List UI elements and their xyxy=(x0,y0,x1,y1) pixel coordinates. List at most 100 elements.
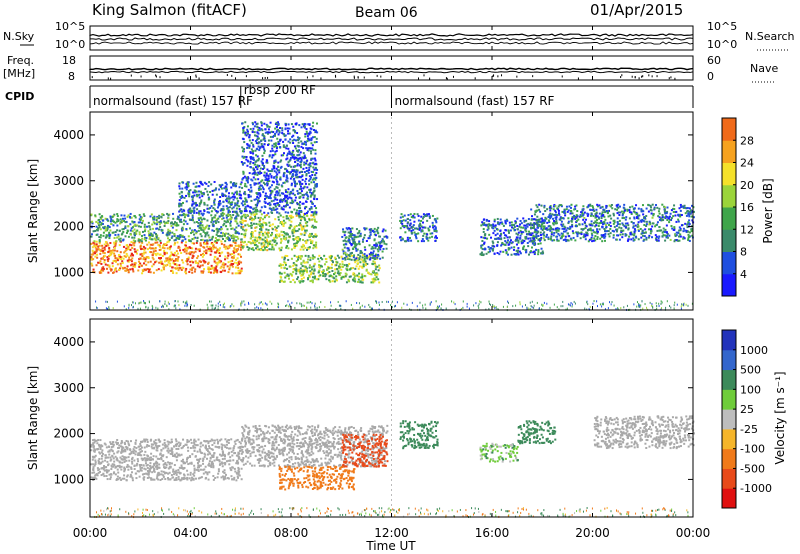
power-point xyxy=(679,227,682,230)
power-point xyxy=(593,209,596,212)
power-point xyxy=(492,232,495,235)
power-point xyxy=(368,235,371,238)
power-point xyxy=(289,224,292,227)
freq-dot xyxy=(516,75,518,78)
power-point xyxy=(144,269,147,272)
power-point xyxy=(652,213,655,216)
power-point xyxy=(380,241,383,244)
power-point xyxy=(248,139,251,142)
power-point xyxy=(106,227,109,230)
power-point xyxy=(623,203,626,206)
power-point xyxy=(246,246,249,249)
power-point xyxy=(255,210,258,213)
power-point xyxy=(621,233,624,236)
power-point xyxy=(595,214,598,217)
power-point xyxy=(152,243,155,246)
power-point xyxy=(626,239,629,242)
power-point xyxy=(399,236,402,239)
power-point xyxy=(372,270,375,273)
power-point xyxy=(199,222,202,225)
power-point xyxy=(285,194,288,197)
power-point xyxy=(550,207,553,210)
power-point xyxy=(357,278,360,281)
power-point xyxy=(291,202,294,205)
power-point xyxy=(527,253,530,256)
power-point xyxy=(282,219,285,222)
power-point xyxy=(219,209,222,212)
power-point xyxy=(516,224,519,227)
power-point xyxy=(238,186,241,189)
power-point xyxy=(302,272,305,275)
power-point xyxy=(187,192,190,195)
power-point xyxy=(543,206,546,209)
power-point xyxy=(240,255,243,258)
power-point xyxy=(678,226,681,229)
power-point xyxy=(219,252,222,255)
power-point xyxy=(109,216,112,219)
power-point xyxy=(286,157,289,160)
power-point xyxy=(170,221,173,224)
power-point xyxy=(150,232,153,235)
power-point xyxy=(535,233,538,236)
power-point xyxy=(200,192,203,195)
power-point xyxy=(142,213,145,216)
power-point xyxy=(644,228,647,231)
power-point xyxy=(337,267,340,270)
power-point xyxy=(586,229,589,232)
power-point xyxy=(199,182,202,185)
power-point xyxy=(316,131,319,134)
power-point xyxy=(268,125,271,128)
power-point xyxy=(303,207,306,210)
power-point xyxy=(176,252,179,255)
power-point xyxy=(249,128,252,131)
power-point xyxy=(221,209,224,212)
power-point xyxy=(206,239,209,242)
power-point xyxy=(244,232,247,235)
power-point xyxy=(509,229,512,232)
power-point xyxy=(310,142,313,145)
power-point xyxy=(331,280,334,283)
power-point xyxy=(153,216,156,219)
power-point xyxy=(274,239,277,242)
power-point xyxy=(305,174,308,177)
power-point xyxy=(207,227,210,230)
power-point xyxy=(226,207,229,210)
power-point xyxy=(363,260,366,263)
power-point xyxy=(97,227,100,230)
power-point xyxy=(197,222,200,225)
power-point xyxy=(228,234,231,237)
power-point xyxy=(246,214,249,217)
power-point xyxy=(553,213,556,216)
power-point xyxy=(605,204,608,207)
power-point xyxy=(253,170,256,173)
power-point xyxy=(311,201,314,204)
power-point xyxy=(542,225,545,228)
power-point xyxy=(192,255,195,258)
power-point xyxy=(688,231,691,234)
power-point xyxy=(383,240,386,243)
power-point xyxy=(237,237,240,240)
power-point xyxy=(98,226,101,229)
power-point xyxy=(311,125,314,128)
power-point xyxy=(537,242,540,245)
power-point xyxy=(174,221,177,224)
power-point xyxy=(111,251,114,254)
power-point xyxy=(615,238,618,241)
power-point xyxy=(370,247,373,250)
power-point xyxy=(200,239,203,242)
power-point xyxy=(139,221,142,224)
power-point xyxy=(361,266,364,269)
power-point xyxy=(257,193,260,196)
power-point xyxy=(210,221,213,224)
power-point xyxy=(200,212,203,215)
power-point xyxy=(315,243,318,246)
power-point xyxy=(133,263,136,266)
power-point xyxy=(338,274,341,277)
power-point xyxy=(292,129,295,132)
power-point xyxy=(288,152,291,155)
power-point xyxy=(193,202,196,205)
power-point xyxy=(664,206,667,209)
power-point xyxy=(111,215,114,218)
power-point xyxy=(270,170,273,173)
